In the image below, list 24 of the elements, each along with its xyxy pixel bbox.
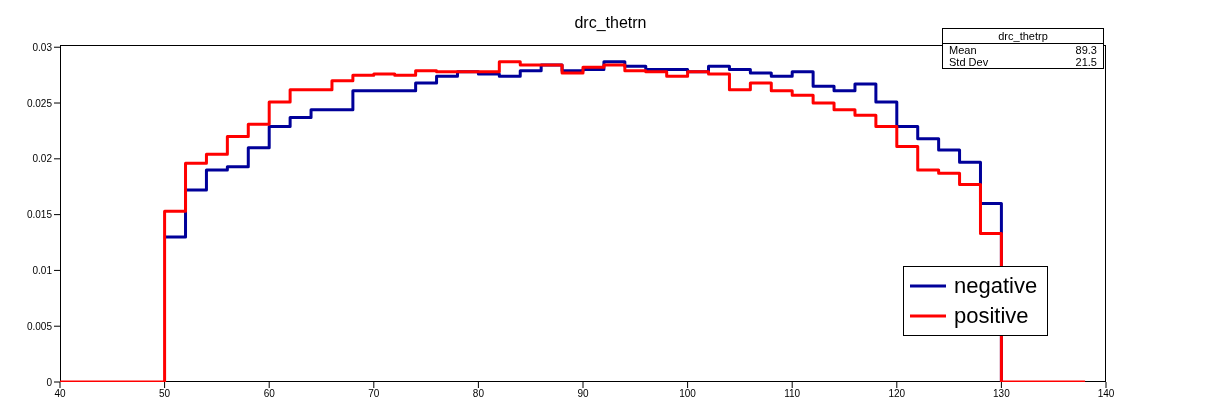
x-tick-label: 90: [577, 388, 589, 400]
x-tick-label: 110: [784, 388, 801, 400]
text: drc_thetrp: [943, 29, 1103, 44]
chart-title: drc_thetrn: [574, 14, 647, 31]
x-tick-label: 80: [472, 388, 485, 400]
legend-label: positive: [954, 302, 1029, 330]
x-tick-label: 130: [993, 388, 1011, 400]
x-tick-label: 50: [159, 388, 171, 400]
x-tick-label: 100: [679, 388, 697, 400]
x-tick-label: 70: [368, 388, 380, 400]
y-tick-label: 0.03: [32, 41, 53, 53]
y-tick-label: 0: [46, 376, 53, 388]
text: Std Dev 21.5: [949, 56, 1097, 68]
x-tick-label: 60: [263, 388, 276, 400]
x-tick-label: 120: [888, 388, 906, 400]
y-tick-label: 0.015: [26, 209, 53, 221]
y-tick-label: 0.005: [26, 320, 53, 332]
y-tick-label: 0.025: [26, 97, 53, 109]
legend-label: negative: [954, 272, 1038, 300]
y-tick-label: 0.02: [32, 153, 53, 165]
text: Mean 89.3: [949, 44, 1097, 56]
x-tick-label: 140: [1097, 388, 1115, 400]
y-tick-label: 0.01: [32, 264, 53, 276]
x-tick-label: 40: [54, 388, 66, 400]
